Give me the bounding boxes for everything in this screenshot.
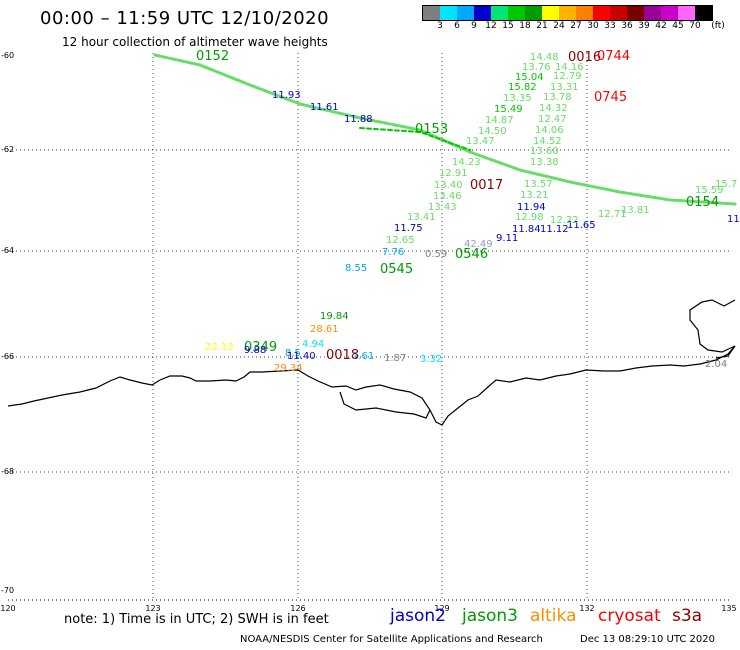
wave-height-value: 12.22 bbox=[550, 216, 579, 226]
wave-height-value: 11.7 bbox=[727, 215, 740, 225]
wave-height-value: 13.57 bbox=[524, 180, 553, 190]
lat-label: -70 bbox=[1, 586, 14, 595]
map-plot[interactable] bbox=[0, 0, 740, 650]
pass-time-label: 0017 bbox=[470, 179, 503, 192]
wave-height-value: 13.40 bbox=[434, 181, 463, 191]
lat-label: -62 bbox=[1, 145, 14, 154]
wave-height-value: 13.35 bbox=[503, 94, 532, 104]
footer-note: note: 1) Time is in UTC; 2) SWH is in fe… bbox=[64, 612, 329, 627]
wave-height-value: 13.81 bbox=[621, 206, 650, 216]
wave-height-value: 13.60 bbox=[530, 147, 559, 157]
wave-height-value: 9.88 bbox=[244, 346, 266, 356]
legend-jason3: jason3 bbox=[462, 606, 518, 626]
lat-label: -68 bbox=[1, 467, 14, 476]
wave-height-value: 11.75 bbox=[394, 224, 423, 234]
pass-time-label: 0744 bbox=[597, 50, 630, 63]
pass-time-label: 0152 bbox=[196, 50, 229, 63]
legend-altika: altika bbox=[530, 606, 577, 626]
lon-label: 120 bbox=[0, 604, 15, 613]
wave-height-value: 12.79 bbox=[553, 72, 582, 82]
wave-height-value: 13.46 bbox=[433, 192, 462, 202]
wave-height-value: 15.7 bbox=[715, 180, 737, 190]
wave-height-value: 12.65 bbox=[386, 236, 415, 246]
wave-height-value: 19.84 bbox=[320, 312, 349, 322]
wave-height-value: 22.13 bbox=[205, 343, 234, 353]
wave-height-value: 14.06 bbox=[535, 126, 564, 136]
wave-height-value: 0.59 bbox=[425, 250, 447, 260]
wave-height-value: 11.93 bbox=[272, 91, 301, 101]
wave-height-value: 13.41 bbox=[407, 213, 436, 223]
wave-height-value: 4.94 bbox=[302, 340, 324, 350]
wave-height-value: 11.12 bbox=[540, 225, 569, 235]
wave-height-value: 13.78 bbox=[543, 93, 572, 103]
wave-height-value: 42.49 bbox=[464, 240, 493, 250]
wave-height-value: 1.87 bbox=[384, 354, 406, 364]
wave-height-value: 7.61 bbox=[352, 352, 374, 362]
wave-height-value: 14.32 bbox=[539, 104, 568, 114]
wave-height-value: 15.82 bbox=[508, 83, 537, 93]
wave-height-value: 12.98 bbox=[515, 213, 544, 223]
wave-height-value: 12.91 bbox=[439, 169, 468, 179]
wave-height-value: 15.49 bbox=[494, 105, 523, 115]
wave-height-value: 7.76 bbox=[382, 248, 404, 258]
pass-time-label: 0745 bbox=[594, 91, 627, 104]
wave-height-value: 14.87 bbox=[485, 116, 514, 126]
pass-time-label: 0153 bbox=[415, 123, 448, 136]
legend-s3a: s3a bbox=[672, 606, 702, 626]
pass-time-label: 0154 bbox=[686, 196, 719, 209]
lon-label: 135 bbox=[721, 604, 736, 613]
legend-cryosat: cryosat bbox=[598, 606, 661, 626]
lat-label: -60 bbox=[1, 51, 14, 60]
credit-time: Dec 13 08:29:10 UTC 2020 bbox=[580, 634, 715, 645]
wave-height-value: 11.88 bbox=[344, 115, 373, 125]
wave-height-value: 2.04 bbox=[705, 360, 727, 370]
wave-height-value: 14.23 bbox=[452, 158, 481, 168]
wave-height-value: 28.61 bbox=[310, 325, 339, 335]
wave-height-value: 12.47 bbox=[538, 115, 567, 125]
lat-label: -66 bbox=[1, 352, 14, 361]
wave-height-value: 11.40 bbox=[287, 352, 316, 362]
graticule bbox=[8, 53, 732, 600]
lon-label: 132 bbox=[579, 604, 594, 613]
credit-text: NOAA/NESDIS Center for Satellite Applica… bbox=[240, 634, 543, 645]
lat-label: -64 bbox=[1, 246, 14, 255]
coastline-east bbox=[690, 300, 735, 358]
wave-height-value: 9.11 bbox=[496, 234, 518, 244]
wave-height-value: 11.61 bbox=[310, 103, 339, 113]
wave-height-value: 29.34 bbox=[274, 364, 303, 374]
legend-jason2: jason2 bbox=[390, 606, 446, 626]
wave-height-value: 13.38 bbox=[530, 158, 559, 168]
pass-time-label: 0545 bbox=[380, 263, 413, 276]
wave-height-value: 13.21 bbox=[520, 191, 549, 201]
wave-height-value: 8.55 bbox=[345, 264, 367, 274]
wave-height-value: 13.47 bbox=[466, 137, 495, 147]
wave-height-value: 3.32 bbox=[420, 355, 442, 365]
